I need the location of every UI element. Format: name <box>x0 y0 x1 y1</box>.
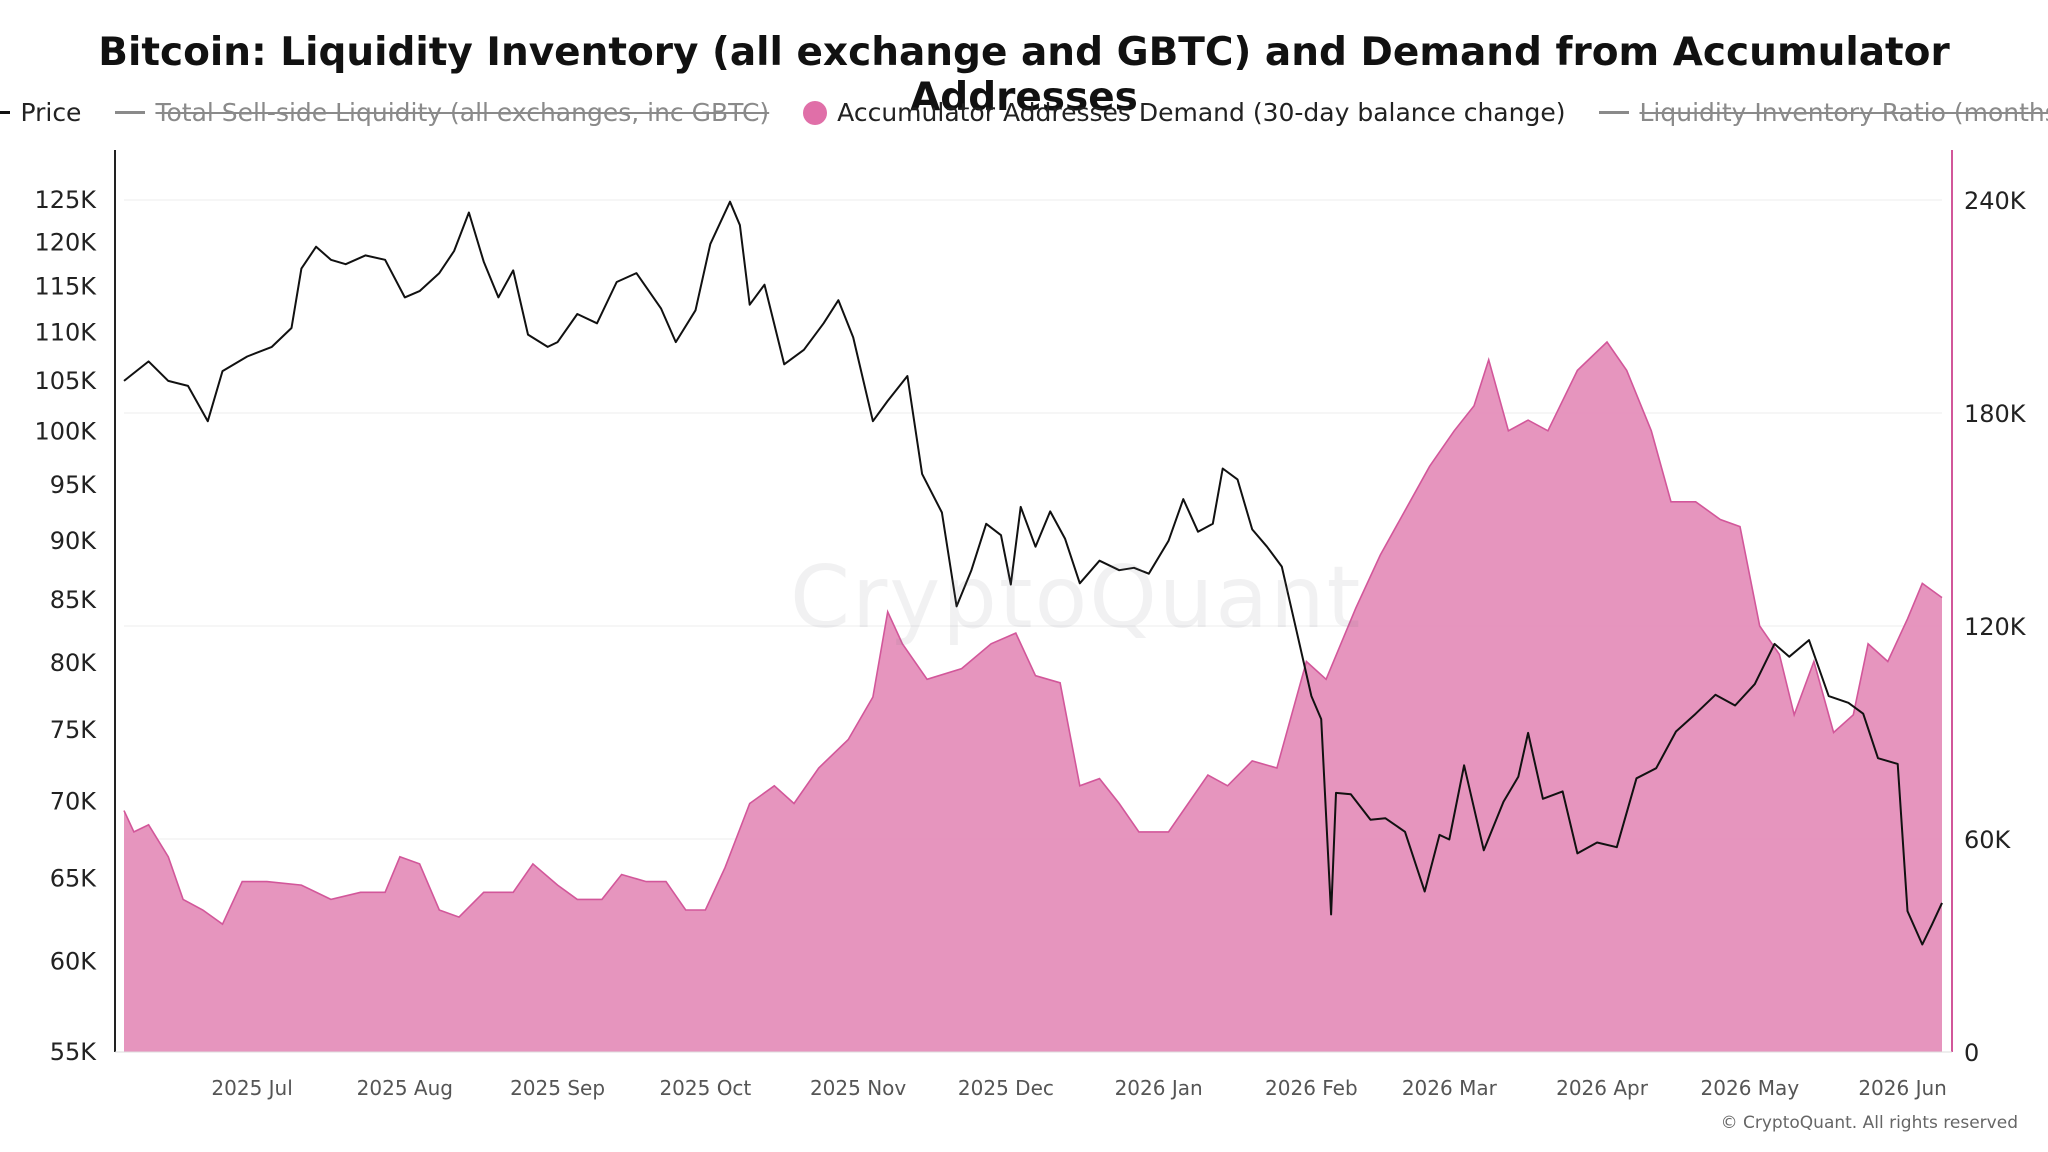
y-left-tick-label: 80K <box>50 649 98 677</box>
price-line <box>123 200 1943 946</box>
chart-title: Bitcoin: Liquidity Inventory (all exchan… <box>98 30 1950 120</box>
legend-label: Price <box>20 98 82 127</box>
x-tick-label: 2026 Jan <box>1115 1076 1203 1100</box>
legend-item[interactable]: Accumulator Addresses Demand (30-day bal… <box>803 98 1565 127</box>
y-axis-right: 0 60K 120K 180K 240K <box>1964 187 2027 1067</box>
y-right-tick-label: 0 <box>1964 1039 1979 1067</box>
legend-item[interactable]: Total Sell-side Liquidity (all exchanges… <box>115 98 769 127</box>
x-tick-label: 2026 Jun <box>1858 1076 1947 1100</box>
y-right-tick-label: 120K <box>1964 613 2027 641</box>
demand-line <box>123 340 1943 926</box>
legend-line-icon <box>0 111 11 114</box>
axes <box>114 150 1953 1053</box>
y-axis-left: 55K 60K 65K 70K 75K 80K 85K 90K 95K 100K 105K 110K 1… <box>34 186 97 1066</box>
x-tick-label: 2025 Nov <box>810 1076 906 1100</box>
legend-item[interactable]: Liquidity Inventory Ratio (months) <box>1599 98 2048 127</box>
x-tick-label: 2025 Jul <box>211 1076 292 1100</box>
y-left-tick-label: 90K <box>50 527 98 555</box>
x-tick-label: 2026 Feb <box>1265 1076 1358 1100</box>
x-tick-label: 2025 Sep <box>510 1076 605 1100</box>
y-right-tick-label: 60K <box>1964 826 2012 854</box>
y-left-tick-label: 85K <box>50 586 98 614</box>
y-right-tick-label: 180K <box>1964 400 2027 428</box>
y-left-tick-label: 55K <box>50 1038 98 1066</box>
legend: Price Total Sell-side Liquidity (all exch… <box>0 98 2048 127</box>
y-left-tick-label: 95K <box>50 471 98 499</box>
watermark: CryptoQuant <box>790 548 1363 648</box>
y-left-tick-label: 115K <box>34 273 97 301</box>
x-tick-label: 2025 Oct <box>659 1076 751 1100</box>
demand-series <box>123 340 1943 1052</box>
legend-dot-icon <box>803 100 828 125</box>
y-left-tick-label: 125K <box>34 186 97 214</box>
legend-label: Liquidity Inventory Ratio (months) <box>1639 98 2048 127</box>
x-tick-label: 2026 Apr <box>1556 1076 1649 1100</box>
y-left-tick-label: 75K <box>50 716 98 744</box>
x-tick-label: 2026 Mar <box>1402 1076 1498 1100</box>
y-left-tick-label: 70K <box>50 788 98 816</box>
y-left-tick-label: 110K <box>34 319 97 347</box>
x-axis: 2025 Jul 2025 Aug 2025 Sep 2025 Oct 2025 Nov… <box>211 1076 1946 1100</box>
legend-line-icon <box>1599 111 1630 114</box>
x-tick-label: 2025 Dec <box>958 1076 1054 1100</box>
y-right-tick-label: 240K <box>1964 187 2027 215</box>
price-series <box>123 200 1943 946</box>
y-left-tick-label: 120K <box>34 228 97 256</box>
x-tick-label: 2026 May <box>1701 1076 1800 1100</box>
x-tick-label: 2025 Aug <box>357 1076 453 1100</box>
y-left-tick-label: 60K <box>50 948 98 976</box>
copyright-text: © CryptoQuant. All rights reserved <box>1720 1113 2018 1133</box>
legend-item[interactable]: Price <box>0 98 81 127</box>
y-left-tick-label: 105K <box>34 367 97 395</box>
demand-area <box>124 342 1942 1052</box>
legend-label: Total Sell-side Liquidity (all exchanges… <box>155 98 770 127</box>
y-left-tick-label: 100K <box>34 418 97 446</box>
y-left-tick-label: 65K <box>50 865 98 893</box>
legend-line-icon <box>115 111 146 114</box>
legend-label: Accumulator Addresses Demand (30-day bal… <box>837 98 1566 127</box>
